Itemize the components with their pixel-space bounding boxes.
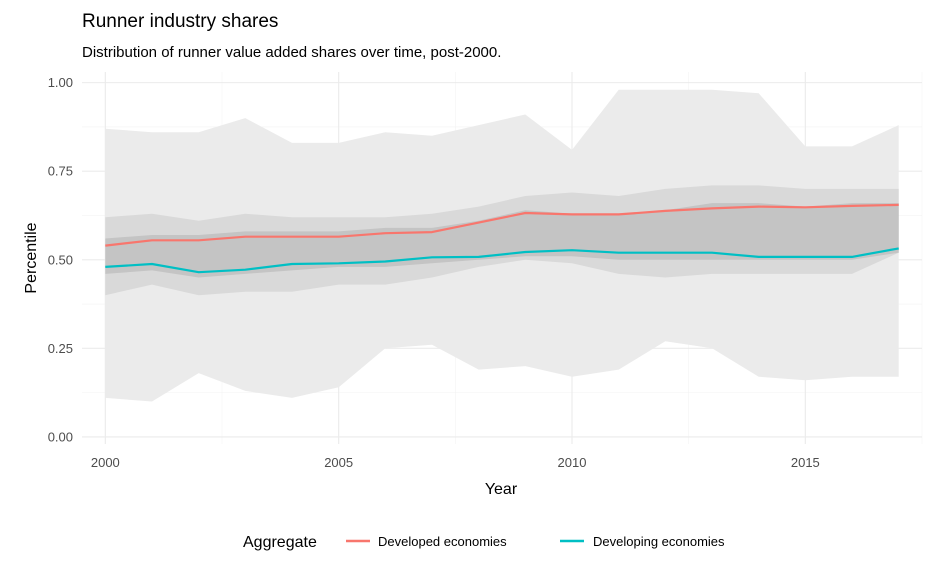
y-tick-label: 1.00 bbox=[48, 75, 73, 90]
series-line-developed bbox=[105, 203, 899, 247]
legend: Aggregate Developed economies Developing… bbox=[243, 534, 725, 551]
legend-title: Aggregate bbox=[243, 534, 317, 551]
x-tick-label: 2015 bbox=[791, 455, 820, 470]
legend-label-developed: Developed economies bbox=[378, 534, 507, 549]
y-tick-label: 0.75 bbox=[48, 164, 73, 179]
legend-label-developing: Developing economies bbox=[593, 534, 725, 549]
x-tick-label: 2010 bbox=[558, 455, 587, 470]
chart-title: Runner industry shares bbox=[82, 11, 278, 32]
y-tick-label: 0.25 bbox=[48, 341, 73, 356]
y-tick-label: 0.50 bbox=[48, 252, 73, 267]
x-axis-title: Year bbox=[485, 481, 518, 498]
x-axis-ticks: 2000 2005 2010 2015 bbox=[91, 455, 820, 470]
y-axis-ticks: 0.00 0.25 0.50 0.75 1.00 bbox=[48, 75, 73, 444]
x-tick-label: 2005 bbox=[324, 455, 353, 470]
series-line-developing bbox=[105, 247, 899, 274]
y-axis-title: Percentile bbox=[23, 222, 40, 293]
y-tick-label: 0.00 bbox=[48, 429, 73, 444]
series-lines bbox=[105, 203, 899, 274]
x-tick-label: 2000 bbox=[91, 455, 120, 470]
percentile-bands bbox=[105, 89, 899, 402]
chart-subtitle: Distribution of runner value added share… bbox=[82, 44, 501, 61]
percentile-band-3 bbox=[105, 203, 899, 278]
